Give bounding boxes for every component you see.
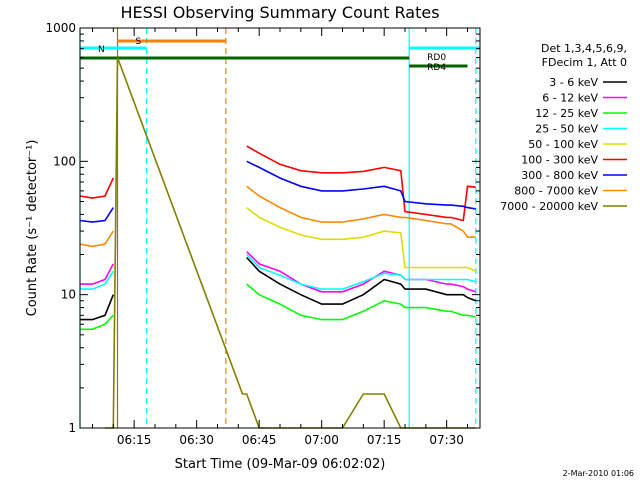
series-line	[80, 263, 115, 285]
y-tick-label: 100	[53, 154, 76, 168]
series-line	[246, 283, 476, 321]
series-line	[246, 256, 477, 305]
y-axis-label: Count Rate (s⁻¹ detector⁻¹)	[25, 140, 40, 317]
legend-entry-label: 300 - 800 keV	[521, 169, 598, 182]
series-line	[79, 177, 115, 199]
legend: Det 1,3,4,5,6,9,FDecim 1, Att 0 3 - 6 keV…	[500, 42, 627, 213]
legend-entry-label: 50 - 100 keV	[528, 138, 598, 151]
x-tick-label: 06:15	[117, 433, 152, 447]
series-line	[246, 253, 477, 290]
series-line	[246, 206, 477, 272]
series-line	[80, 294, 115, 321]
x-tick-label: 07:30	[429, 433, 464, 447]
footer-date: 2-Mar-2010 01:06	[563, 469, 634, 478]
x-tick-label: 07:00	[304, 433, 339, 447]
state-bar-label: RD4	[427, 63, 446, 73]
y-tick-label: 1000	[45, 21, 76, 35]
series-line	[79, 207, 114, 223]
x-tick-label: 06:45	[242, 433, 277, 447]
legend-header: FDecim 1, Att 0	[542, 56, 627, 69]
legend-header: Det 1,3,4,5,6,9,	[541, 42, 627, 55]
legend-entry-label: 100 - 300 keV	[521, 154, 598, 167]
series-line	[246, 185, 476, 238]
axes: 1 10 100 1000 06:15 06:30 06:45 07:00 07:15 07:30	[45, 21, 481, 447]
series-line	[246, 145, 476, 222]
state-bar-label: N	[98, 45, 105, 55]
legend-entry-label: 7000 - 20000 keV	[500, 200, 598, 213]
x-tick-label: 07:15	[367, 433, 402, 447]
series-line	[79, 230, 114, 248]
x-tick-label: 06:30	[179, 433, 214, 447]
legend-entry-label: 25 - 50 keV	[535, 123, 598, 136]
legend-entry-label: 6 - 12 keV	[542, 92, 598, 105]
x-axis-label: Start Time (09-Mar-09 06:02:02)	[175, 457, 386, 472]
y-tick-label: 1	[68, 421, 76, 435]
legend-entry-label: 800 - 7000 keV	[514, 185, 598, 198]
series-line	[246, 251, 477, 293]
series-line	[80, 270, 114, 290]
state-bar-label: RD0	[427, 53, 446, 63]
state-bar-label: S	[136, 37, 142, 47]
legend-entry-label: 3 - 6 keV	[549, 76, 598, 89]
legend-entry-label: 12 - 25 keV	[535, 107, 598, 120]
series-line	[246, 160, 476, 210]
y-tick-label: 10	[61, 288, 76, 302]
chart-title: HESSI Observing Summary Count Rates	[120, 3, 439, 22]
series-line	[80, 314, 114, 331]
